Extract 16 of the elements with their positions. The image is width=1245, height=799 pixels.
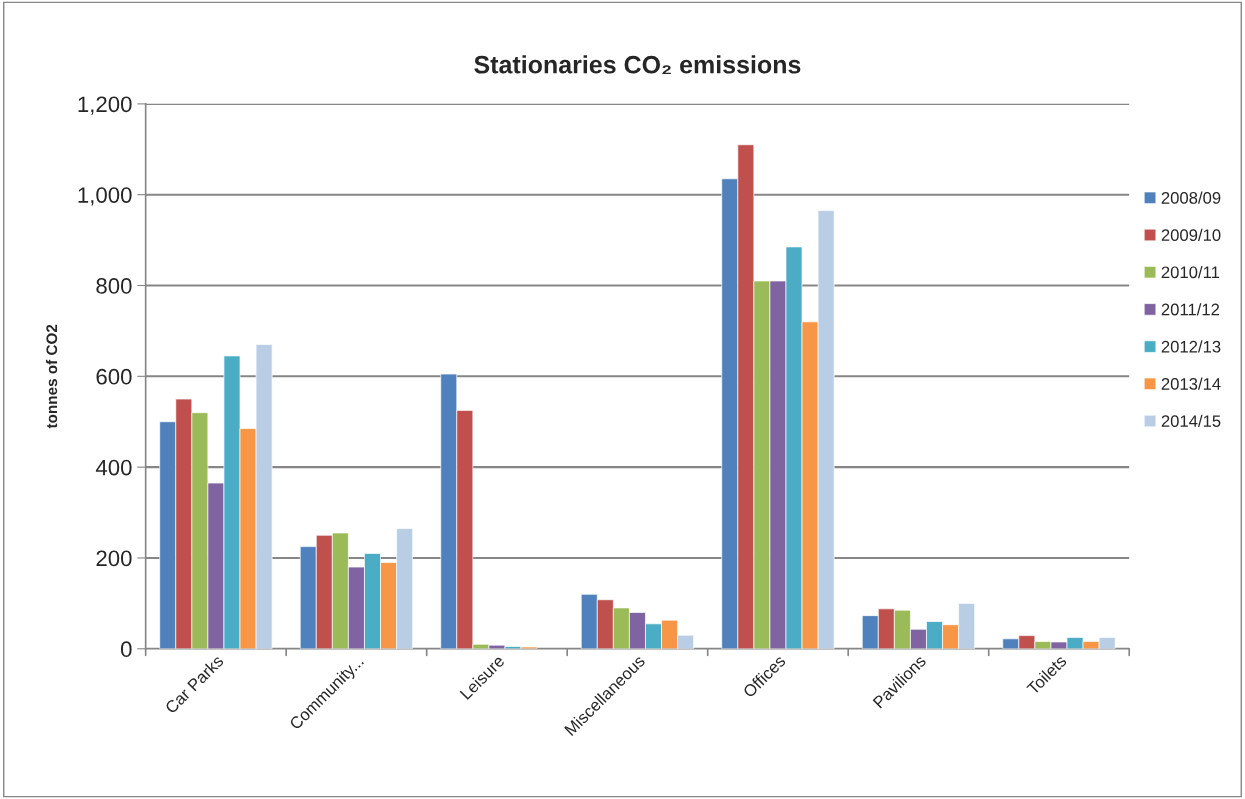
- legend-label: 2009/10: [1161, 228, 1221, 242]
- legend-label: 2014/15: [1161, 414, 1221, 428]
- legend-label: 2008/09: [1161, 191, 1221, 204]
- y-tick-label: 800: [96, 278, 132, 294]
- chart-title: Stationaries CO₂ emissions: [474, 55, 801, 75]
- y-tick-label: 400: [95, 459, 132, 476]
- y-tick-label: 200: [96, 550, 132, 567]
- y-axis-title: tonnes of CO2: [45, 324, 58, 429]
- legend-label: 2010/11: [1161, 265, 1220, 279]
- legend-label: 2011/12: [1161, 303, 1220, 316]
- y-tick-label: 0: [120, 641, 132, 658]
- legend-label: 2013/14: [1161, 377, 1221, 390]
- y-tick-label: 1,200: [78, 96, 132, 115]
- y-tick-label: 1,000: [78, 187, 132, 206]
- legend-label: 2012/13: [1161, 340, 1221, 353]
- y-tick-label: 600: [96, 368, 132, 385]
